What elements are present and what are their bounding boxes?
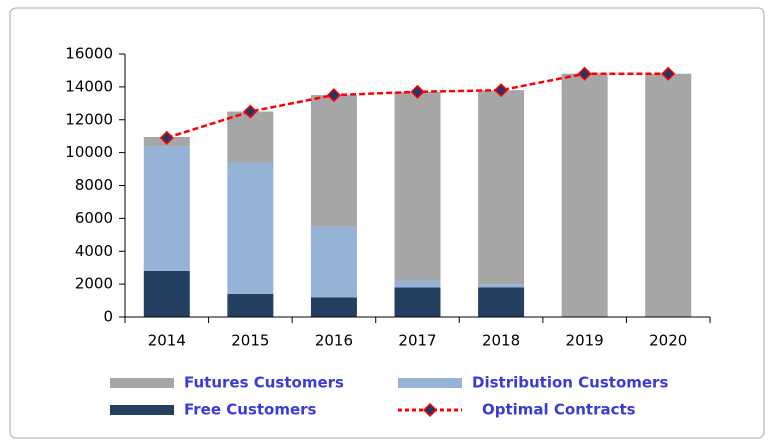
bar — [394, 287, 441, 317]
legend-swatch — [110, 378, 174, 388]
legend-marker — [422, 402, 438, 418]
x-tick-label: 2018 — [482, 332, 520, 350]
legend-label: Optimal Contracts — [482, 401, 636, 419]
x-tick-label: 2017 — [398, 332, 436, 350]
bar — [227, 111, 274, 163]
y-tick-label: 12000 — [65, 110, 113, 128]
point — [410, 84, 425, 99]
bar — [561, 73, 608, 317]
bar — [227, 162, 274, 294]
y-tick-label: 4000 — [75, 242, 113, 260]
bar — [478, 90, 525, 285]
x-tick-label: 2019 — [566, 332, 604, 350]
bar — [478, 287, 525, 317]
y-tick-label: 0 — [103, 308, 113, 326]
legend-label: Free Customers — [184, 401, 317, 419]
bar — [645, 73, 692, 317]
legend-label: Distribution Customers — [472, 374, 668, 392]
y-tick-label: 10000 — [65, 143, 113, 161]
bar — [394, 280, 441, 288]
bar — [310, 297, 357, 317]
bar — [143, 146, 190, 271]
point — [243, 104, 258, 119]
bar — [394, 91, 441, 281]
legend-label: Futures Customers — [184, 374, 344, 392]
bar — [227, 293, 274, 317]
y-tick-label: 8000 — [75, 176, 113, 194]
x-tick-label: 2020 — [649, 332, 687, 350]
y-tick-label: 6000 — [75, 209, 113, 227]
point — [661, 66, 676, 81]
y-tick-label: 2000 — [75, 275, 113, 293]
bar — [310, 226, 357, 298]
point — [577, 66, 592, 81]
y-tick-label: 16000 — [65, 45, 113, 63]
x-tick-label: 2015 — [231, 332, 269, 350]
legend-swatch — [110, 405, 174, 415]
point — [326, 88, 341, 103]
bar — [478, 284, 525, 288]
bar — [310, 95, 357, 227]
point — [159, 130, 174, 145]
legend-swatch — [398, 378, 462, 388]
point — [494, 83, 509, 98]
y-tick-label: 14000 — [65, 77, 113, 95]
x-tick-label: 2014 — [148, 332, 186, 350]
bar — [143, 270, 190, 317]
x-tick-label: 2016 — [315, 332, 353, 350]
